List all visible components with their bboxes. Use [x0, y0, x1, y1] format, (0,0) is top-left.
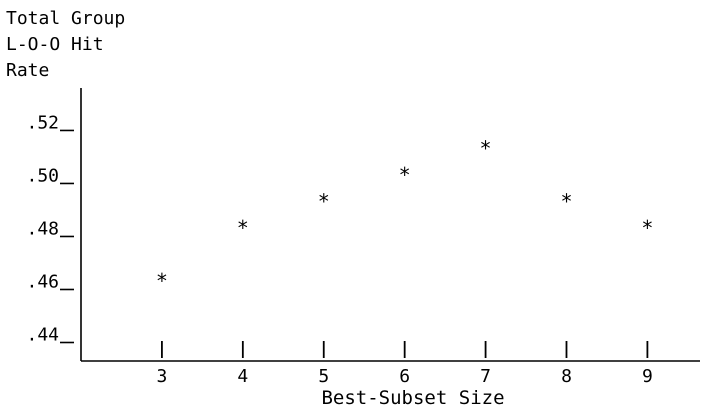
y-ticks: .52 .50 .48 .46 .44 — [26, 112, 74, 345]
data-point: * — [641, 216, 653, 240]
data-points: * * * * * * * — [156, 137, 654, 294]
x-tick-label: 9 — [642, 366, 653, 387]
x-tick-label: 7 — [480, 366, 491, 387]
data-point: * — [318, 190, 330, 214]
y-tick-label: .44 — [26, 324, 59, 345]
y-axis-title-line-1: Total Group — [6, 8, 125, 29]
x-tick-label: 6 — [399, 366, 410, 387]
data-point: * — [560, 190, 572, 214]
y-tick-label: .50 — [26, 165, 59, 186]
y-axis-title-line-3: Rate — [6, 60, 49, 81]
y-tick-label: .52 — [26, 112, 59, 133]
data-point: * — [480, 137, 492, 161]
x-axis-title: Best-Subset Size — [321, 387, 504, 409]
data-point: * — [399, 163, 411, 187]
x-tick-label: 4 — [237, 366, 248, 387]
y-tick-label: .48 — [26, 218, 59, 239]
x-ticks: 3 4 5 6 7 8 9 — [156, 341, 653, 387]
x-tick-label: 3 — [156, 366, 167, 387]
data-point: * — [237, 216, 249, 240]
y-tick-label: .46 — [26, 271, 59, 292]
x-tick-label: 5 — [318, 366, 329, 387]
x-tick-label: 8 — [561, 366, 572, 387]
y-axis-title-line-2: L-O-O Hit — [6, 34, 104, 55]
data-point: * — [156, 269, 168, 293]
y-axis-title: Total Group L-O-O Hit Rate — [6, 8, 125, 81]
